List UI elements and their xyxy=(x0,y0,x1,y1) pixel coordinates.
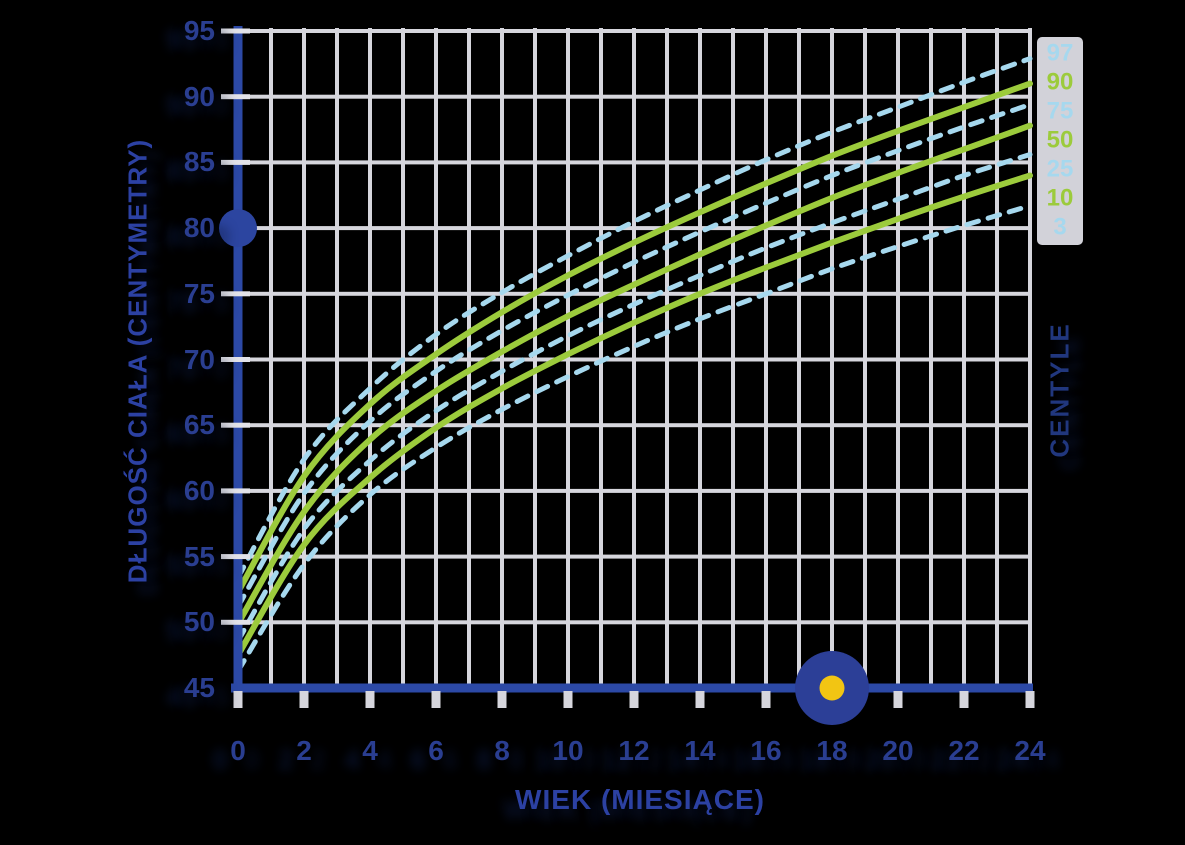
x-tick-label-18: 18 xyxy=(816,735,848,766)
x-tick-label-2: 2 xyxy=(296,735,312,766)
x-axis-title: WIEK (MIESIĄCE) xyxy=(515,784,765,815)
right-axis-title: CENTYLE xyxy=(1044,322,1075,458)
y-tick-label-65: 65 xyxy=(183,409,215,440)
grid-line-horizontal xyxy=(238,488,1030,493)
x-axis-tick xyxy=(893,691,903,708)
grid-line-horizontal xyxy=(238,423,1030,428)
x-axis-tick xyxy=(497,691,507,708)
centile-curve-75 xyxy=(235,102,1033,609)
x-axis-tick xyxy=(959,691,969,708)
grid xyxy=(238,28,1032,688)
x-axis-tick xyxy=(365,691,375,708)
y-tick-label-85: 85 xyxy=(183,146,215,177)
x-axis-tick xyxy=(299,691,309,708)
y-axis-tick xyxy=(221,94,250,100)
centile-label-10: 10 xyxy=(1047,185,1074,212)
y-tick-label-70: 70 xyxy=(183,344,215,375)
x-tick-label-24: 24 xyxy=(1014,735,1046,766)
y-tick-label-80: 80 xyxy=(183,212,215,243)
centile-label-50: 50 xyxy=(1047,127,1074,154)
y-tick-label-60: 60 xyxy=(183,475,215,506)
x-axis-tick xyxy=(761,691,771,708)
y-tick-label-45: 45 xyxy=(183,672,215,703)
centile-curves xyxy=(235,56,1033,674)
centile-label-90: 90 xyxy=(1047,69,1074,96)
x-tick-label-14: 14 xyxy=(684,735,716,766)
x-tick-label-16: 16 xyxy=(750,735,782,766)
y-axis-title: DŁUGOŚĆ CIAŁA (CENTYMETRY) xyxy=(122,138,153,584)
x-axis-tick xyxy=(233,691,243,708)
grid-line-horizontal xyxy=(238,291,1030,296)
y-tick-label-95: 95 xyxy=(183,15,215,46)
x-tick-label-12: 12 xyxy=(618,735,650,766)
x-axis-line xyxy=(231,683,1033,693)
centile-label-strip xyxy=(1037,37,1083,245)
y-axis-tick xyxy=(221,554,250,560)
centile-label-75: 75 xyxy=(1047,98,1074,125)
x-axis-tick xyxy=(1025,691,1035,708)
centile-label-97: 97 xyxy=(1047,40,1074,67)
age-marker-handle-center-dot xyxy=(819,675,845,701)
centile-curve-97 xyxy=(235,56,1033,581)
x-axis-tick xyxy=(431,691,441,708)
y-tick-label-90: 90 xyxy=(183,81,215,112)
centile-curve-50 xyxy=(235,122,1033,627)
y-axis-tick xyxy=(221,159,250,165)
grid-line-horizontal xyxy=(238,94,1030,99)
y-axis-tick xyxy=(221,422,250,428)
grid-line-horizontal xyxy=(238,29,1030,33)
grid-line-horizontal xyxy=(238,554,1030,559)
centile-curve-25 xyxy=(235,152,1033,644)
x-tick-label-8: 8 xyxy=(494,735,510,766)
x-tick-label-20: 20 xyxy=(882,735,914,766)
grid-line-horizontal xyxy=(238,357,1030,362)
x-tick-label-4: 4 xyxy=(362,735,378,766)
y-tick-label-55: 55 xyxy=(183,541,215,572)
x-axis-tick xyxy=(695,691,705,708)
y-axis-tick xyxy=(221,488,250,494)
centile-curve-10 xyxy=(235,172,1033,659)
x-tick-label-6: 6 xyxy=(428,735,444,766)
y-axis-tick xyxy=(221,619,250,625)
centile-label-25: 25 xyxy=(1047,156,1074,183)
markers xyxy=(219,209,869,725)
grid-line-horizontal xyxy=(238,226,1030,231)
y-axis-tick xyxy=(221,357,250,362)
x-axis-tick xyxy=(629,691,639,708)
y-tick-label-75: 75 xyxy=(183,278,215,309)
centile-label-3: 3 xyxy=(1053,214,1066,241)
x-axis-tick xyxy=(563,691,573,708)
length-marker-handle[interactable] xyxy=(219,209,257,248)
centile-curve-3 xyxy=(235,203,1033,674)
y-axis-tick xyxy=(221,291,250,297)
y-axis-tick xyxy=(221,28,250,34)
x-tick-label-10: 10 xyxy=(552,735,584,766)
centile-curve-90 xyxy=(235,80,1033,596)
x-tick-label-22: 22 xyxy=(948,735,980,766)
grid-line-horizontal xyxy=(238,160,1030,165)
grid-line-horizontal xyxy=(238,620,1030,625)
x-tick-label-0: 0 xyxy=(230,735,246,766)
y-tick-label-50: 50 xyxy=(183,606,215,637)
